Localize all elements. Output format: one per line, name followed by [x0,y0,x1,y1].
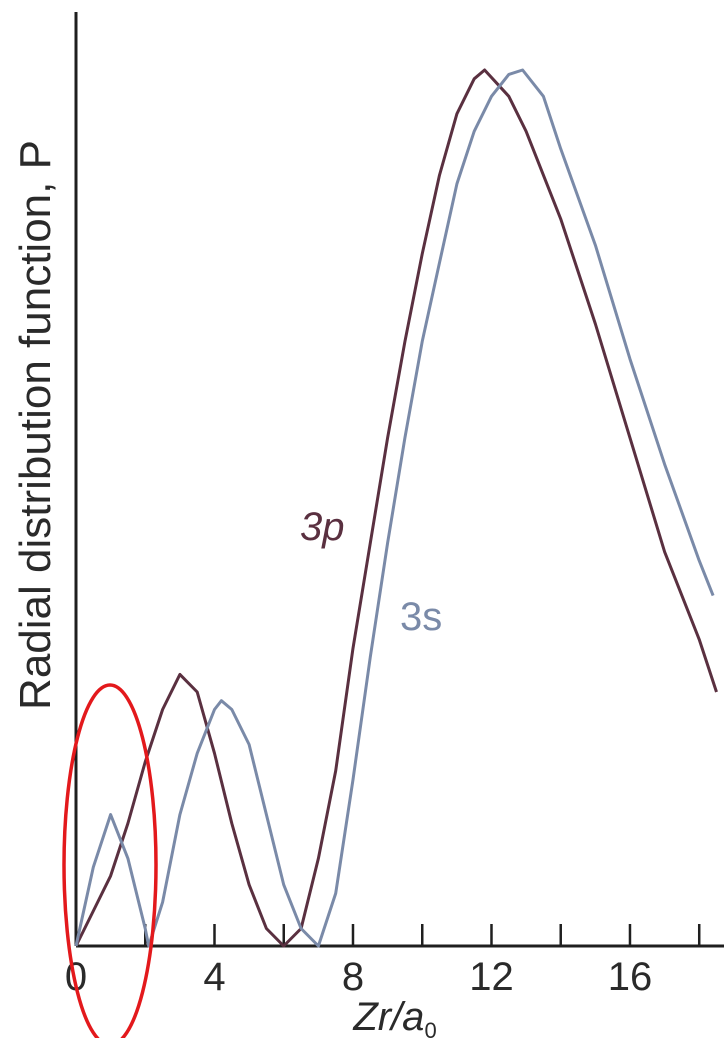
labels-group: Radial distribution function, P Zr/a0 3p 3s [11,140,442,1038]
x-tick-label: 16 [608,955,653,999]
axes [74,12,724,948]
series-label-3s: 3s [400,595,442,639]
x-ticks: 0 4 8 12 16 [65,924,701,999]
annotation-group [62,683,158,1038]
x-axis-label: Zr/a0 [352,995,436,1038]
x-tick-label: 4 [203,955,225,999]
x-tick-label: 12 [469,955,514,999]
series-label-3p: 3p [300,505,345,549]
x-axis-label-main: Zr/a [352,995,424,1038]
series-line-3s [74,68,715,948]
y-axis-label: Radial distribution function, P [11,140,60,710]
x-tick-label: 8 [342,955,364,999]
highlight-ellipse [62,683,158,1038]
series-line-3p [74,68,718,948]
series-group [74,68,718,948]
x-axis-label-subscript: 0 [424,1018,436,1038]
